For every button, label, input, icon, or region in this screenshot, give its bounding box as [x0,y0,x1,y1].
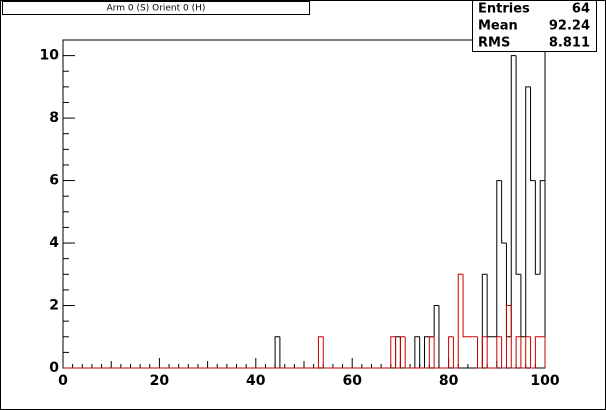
histogram-bin [428,336,435,368]
histogram-bin [530,86,536,182]
histogram-bin [515,336,521,368]
y-tick-label: 4 [49,235,59,251]
histogram-bin [505,305,512,368]
histogram-bin [462,274,468,338]
x-tick-label: 60 [342,373,362,389]
histogram-bin [530,336,536,369]
histogram-bin [424,336,430,368]
stat-name: RMS [478,36,510,51]
histogram-bin [510,55,517,337]
histogram-bin [404,336,411,369]
histogram-bin [452,336,459,369]
histogram-bin [510,305,517,369]
stat-value: 8.811 [549,36,590,51]
histogram-bin [525,86,531,337]
histogram-bin [496,336,502,368]
x-tick-label: 0 [58,373,68,389]
histogram-bin [515,55,521,275]
histogram-bin [486,336,492,369]
histogram-bin [501,180,507,244]
x-tick-label: 20 [150,373,170,389]
histogram-bin [433,305,439,337]
histogram-bin [501,336,507,369]
histogram-bin [520,336,526,369]
histogram-bin [448,336,454,368]
stats-box [472,0,597,52]
histogram-bin [322,336,329,369]
histogram-bin [481,336,488,368]
histogram-bin [433,336,439,369]
histogram-bin [496,180,502,337]
histogram-bin [274,336,280,368]
x-tick-label: 40 [246,373,266,389]
title-box [2,1,310,15]
y-tick-label: 10 [40,48,60,64]
y-tick-label: 0 [49,360,59,376]
stat-name: Mean [478,19,518,34]
histogram-bin [539,180,545,275]
chart-title: Arm 0 (S) Orient 0 (H) [107,4,206,14]
x-tick-label: 80 [439,373,459,389]
histogram-bin [525,336,531,368]
histogram-bin [399,336,406,368]
stat-value: 64 [572,2,590,17]
y-tick-label: 2 [49,298,59,314]
stat-name: Entries [478,2,530,17]
histogram-bin [390,336,396,368]
histogram-bin [457,273,464,368]
histogram-bin [477,336,483,369]
histogram-bin [414,336,420,368]
stat-value: 92.24 [549,19,590,34]
histogram-bin [534,336,541,368]
x-tick-label: 100 [530,373,559,389]
histogram-bin [534,180,541,275]
y-tick-label: 8 [49,110,59,126]
y-tick-label: 6 [49,173,59,189]
histogram-bin [395,336,401,369]
histogram-bin [317,336,324,368]
